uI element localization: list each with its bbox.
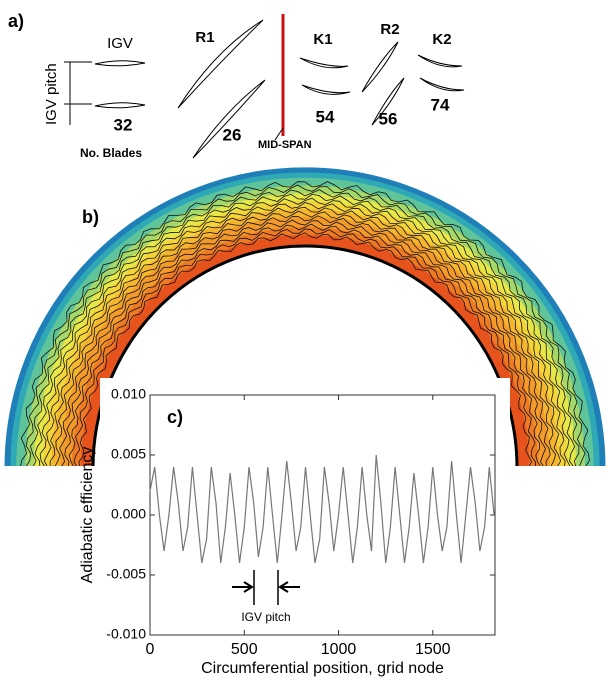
- x-tick-label: 0: [146, 641, 155, 658]
- contour-line: [39, 197, 572, 469]
- r1-blade: [192, 79, 266, 159]
- r1-blade: [177, 19, 264, 109]
- y-tick-label: -0.005: [106, 566, 146, 582]
- pitch-arrow: [278, 581, 300, 593]
- contour-band: [83, 237, 527, 469]
- row-name: K2: [432, 31, 451, 48]
- y-tick-label: 0.000: [111, 506, 146, 522]
- y-tick-label: -0.010: [106, 626, 146, 642]
- annulus-cut: [0, 466, 100, 506]
- contour-band: [10, 172, 600, 469]
- y-tick-label: 0.005: [111, 446, 146, 462]
- panel-label: c): [167, 407, 183, 427]
- contour-line: [49, 206, 562, 469]
- panel-label: a): [8, 11, 24, 31]
- midspan-label: MID-SPAN: [258, 139, 312, 151]
- x-axis-label: Circumferential position, grid node: [201, 660, 444, 677]
- chart-background: [100, 378, 510, 682]
- contour-band: [71, 227, 539, 469]
- contour-band: [7, 170, 603, 469]
- pitch-label: IGV pitch: [43, 63, 60, 125]
- x-tick-label: 500: [231, 641, 258, 658]
- blade-count: 32: [114, 115, 133, 134]
- contour-band: [42, 201, 568, 469]
- k1-blade: [299, 57, 349, 69]
- r2-blade: [361, 41, 399, 93]
- panel-b: [0, 167, 606, 506]
- y-axis-label: Adiabatic efficiency: [79, 447, 96, 584]
- annulus-edge: [91, 244, 519, 469]
- contour-line: [43, 202, 566, 469]
- midspan-leader: [274, 127, 284, 141]
- panel-c: -0.010 -0.005 0.000 0.005 0.010 0 500 1000 1500 C…: [79, 386, 496, 677]
- x-tick-label: 1000: [321, 641, 357, 658]
- row-name: IGV: [107, 35, 133, 52]
- pitch-arrow: [232, 581, 254, 593]
- contour-line: [78, 232, 532, 469]
- contour-line: [53, 210, 557, 469]
- contour-band: [19, 180, 591, 469]
- row-name: R2: [380, 21, 399, 38]
- blade-count: 54: [316, 107, 335, 126]
- contour-band: [45, 204, 565, 469]
- annulus-cut: [510, 466, 606, 506]
- contour-band: [69, 224, 541, 469]
- contour-band: [63, 219, 547, 469]
- x-tick-label: 1500: [415, 641, 451, 658]
- contour-band: [4, 167, 606, 469]
- contour-line: [29, 189, 580, 469]
- contour-line: [59, 215, 551, 469]
- efficiency-line: [149, 454, 495, 564]
- panel-label: b): [82, 207, 99, 227]
- k1-blade: [301, 84, 351, 95]
- k2-blade: [419, 77, 465, 92]
- contour-band: [51, 209, 559, 469]
- panel-a: a) IGV pitch IGV 32 No. Blades R1 26 MID…: [8, 11, 465, 160]
- row-name: K1: [313, 31, 332, 48]
- annotation: IGV pitch: [241, 610, 290, 624]
- row-name: R1: [195, 29, 214, 46]
- r2-blade: [371, 77, 405, 126]
- contour-band: [60, 216, 550, 469]
- contour-line: [68, 223, 542, 469]
- blade-count: 26: [223, 125, 242, 144]
- contour-line: [73, 228, 536, 469]
- contour-band: [30, 190, 580, 469]
- contour-band: [57, 214, 553, 469]
- contour-band: [13, 175, 597, 469]
- igv-blade: [94, 102, 146, 109]
- k2-blade: [417, 54, 463, 68]
- contour-line: [24, 184, 586, 469]
- blade-count: 74: [431, 95, 450, 114]
- igv-blade: [94, 60, 146, 67]
- contour-band: [16, 177, 594, 469]
- contour-line: [34, 193, 576, 469]
- contour-line: [19, 181, 590, 469]
- contour-band: [36, 196, 574, 469]
- contour-band: [80, 235, 530, 469]
- blade-count: 56: [379, 109, 398, 128]
- y-tick-label: 0.010: [111, 386, 146, 402]
- contour-band: [25, 185, 585, 469]
- no-blades-label: No. Blades: [80, 146, 142, 160]
- contour-band: [86, 240, 524, 469]
- contour-line: [64, 219, 546, 469]
